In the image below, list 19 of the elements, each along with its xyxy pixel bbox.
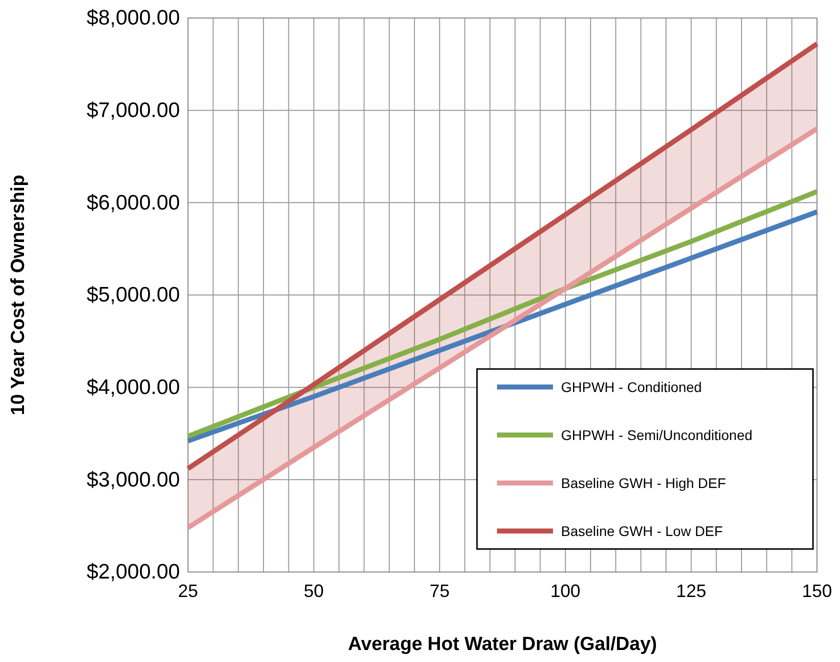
x-tick-label: 75: [430, 580, 450, 601]
x-axis-title: Average Hot Water Draw (Gal/Day): [348, 634, 658, 655]
y-tick-label: $7,000.00: [86, 99, 180, 122]
y-tick-label: $8,000.00: [86, 6, 180, 30]
legend-label: GHPWH - Semi/Unconditioned: [561, 427, 752, 443]
legend-label: GHPWH - Conditioned: [561, 379, 702, 395]
x-tick-label: 125: [676, 580, 706, 601]
y-tick-label: $5,000.00: [86, 284, 180, 307]
legend-label: Baseline GWH - High DEF: [561, 475, 726, 491]
y-tick-label: $4,000.00: [86, 376, 180, 400]
x-tick-label: 50: [304, 580, 324, 601]
x-tick-label: 150: [802, 580, 832, 601]
y-tick-label: $6,000.00: [86, 191, 180, 214]
legend-label: Baseline GWH - Low DEF: [561, 523, 723, 539]
y-axis-title: 10 Year Cost of Ownership: [8, 174, 29, 416]
y-tick-label: $3,000.00: [86, 468, 180, 492]
x-tick-label: 100: [550, 580, 580, 601]
x-tick-label: 25: [178, 580, 198, 601]
y-tick-label: $2,000.00: [86, 560, 180, 584]
